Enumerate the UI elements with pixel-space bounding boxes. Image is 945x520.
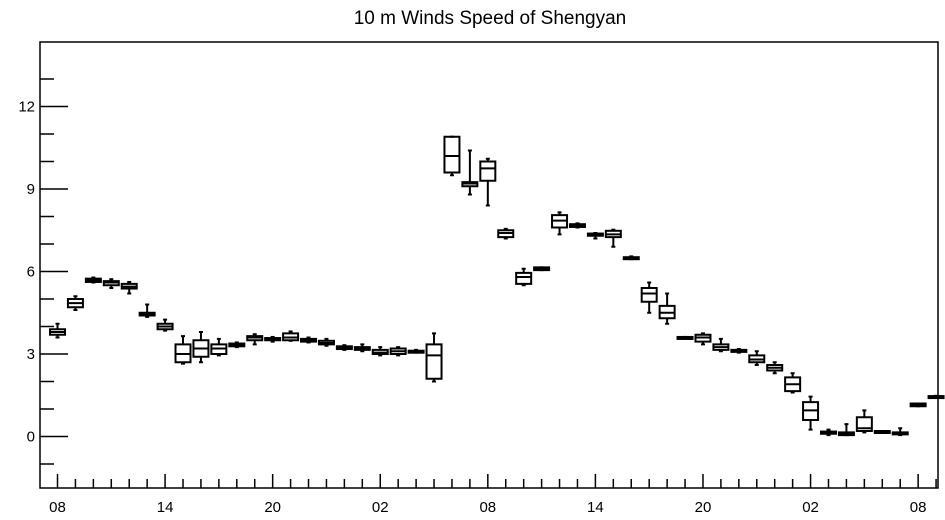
box-body <box>443 135 461 174</box>
y-tick-label: 9 <box>27 181 35 198</box>
box-mark <box>891 427 909 437</box>
y-tick-label: 6 <box>27 264 35 281</box>
box-body <box>425 343 443 380</box>
box-mark <box>210 337 228 357</box>
box-mark <box>282 330 300 342</box>
x-tick-label: 08 <box>479 499 496 516</box>
box-mark <box>407 348 425 354</box>
box-mark <box>479 157 497 207</box>
box-mark <box>425 332 443 383</box>
box-mark <box>766 361 784 375</box>
box-mark <box>604 228 622 248</box>
box-mark <box>174 335 192 365</box>
box-mark <box>855 409 873 434</box>
x-tick-label: 20 <box>264 499 281 516</box>
x-tick-label: 08 <box>49 499 66 516</box>
box-mark <box>228 341 246 349</box>
box-mark <box>461 149 479 196</box>
box-mark <box>551 211 569 236</box>
box-mark <box>317 337 335 347</box>
box-mark <box>389 346 407 357</box>
box-mark <box>335 344 353 351</box>
box-mark <box>712 337 730 353</box>
box-mark <box>676 335 694 340</box>
box-body <box>640 287 658 303</box>
box-mark <box>837 423 855 437</box>
box-mark <box>246 333 264 346</box>
y-tick-label: 3 <box>27 346 35 363</box>
box-mark <box>264 335 282 343</box>
box-mark <box>730 348 748 354</box>
y-axis: 0 3 6 9 12 <box>18 78 68 465</box>
box-mark <box>353 343 371 353</box>
box-mark <box>156 318 174 332</box>
x-tick-label: 08 <box>910 499 927 516</box>
box-mark <box>497 227 515 240</box>
box-mark <box>49 322 66 339</box>
box-mark <box>819 428 837 437</box>
box-series <box>49 135 945 437</box>
chart-title: 10 m Winds Speed of Shengyan <box>354 8 627 29</box>
box-mark <box>586 232 604 240</box>
box-mark <box>120 280 138 295</box>
box-mark <box>533 266 551 272</box>
box-mark <box>873 430 891 434</box>
box-mark <box>640 281 658 314</box>
box-mark <box>622 255 640 261</box>
box-mark <box>515 267 533 287</box>
x-tick-label: 02 <box>372 499 389 516</box>
box-mark <box>300 336 318 344</box>
x-tick-label: 14 <box>157 499 174 516</box>
box-body <box>855 416 873 432</box>
box-body <box>515 271 533 285</box>
box-mark <box>909 402 927 408</box>
box-mark <box>192 331 210 364</box>
x-tick-label: 20 <box>695 499 712 516</box>
x-axis: 08 14 20 02 08 14 20 02 08 <box>49 474 937 516</box>
box-mark <box>802 395 820 431</box>
plot-frame <box>39 41 939 489</box>
box-mark <box>102 278 120 289</box>
box-mark <box>371 346 389 357</box>
box-mark <box>658 292 676 325</box>
box-mark <box>784 372 802 394</box>
box-mark <box>443 135 461 177</box>
box-mark <box>927 394 945 400</box>
box-body <box>479 160 497 182</box>
box-mark <box>748 350 766 366</box>
box-mark <box>66 295 84 311</box>
box-mark <box>138 303 156 318</box>
box-mark <box>568 222 586 229</box>
box-mark <box>84 276 102 284</box>
x-tick-label: 02 <box>802 499 819 516</box>
y-tick-label: 12 <box>18 99 35 116</box>
box-mark <box>694 332 712 346</box>
x-tick-label: 14 <box>587 499 604 516</box>
y-tick-label: 0 <box>27 429 35 446</box>
